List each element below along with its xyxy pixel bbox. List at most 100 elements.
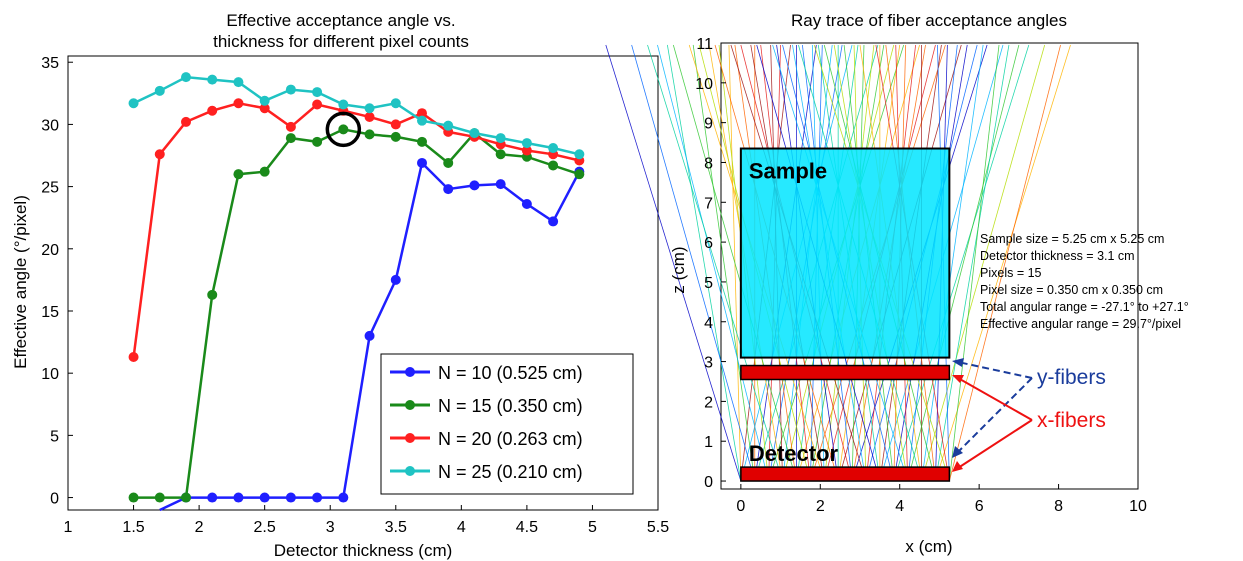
info-line: Effective angular range = 29.7°/pixel: [980, 317, 1181, 331]
y-fibers-arrow-top: [957, 361, 1033, 379]
data-point: [181, 116, 191, 127]
data-point: [338, 492, 349, 503]
legend-item: N = 15 (0.350 cm): [390, 396, 583, 416]
legend-swatch-marker: [405, 433, 415, 443]
data-point: [364, 111, 375, 122]
data-point: [259, 166, 270, 177]
data-point: [443, 184, 454, 195]
data-point: [417, 136, 427, 147]
x-tick-label: 3: [326, 519, 335, 536]
y-tick-label: 15: [41, 304, 59, 321]
info-line: Sample size = 5.25 cm x 5.25 cm: [980, 232, 1164, 246]
left-chart-title: Effective acceptance angle vs.: [226, 11, 455, 30]
data-point: [417, 108, 427, 119]
left-y-ticks: 0 5 10 15 20 25 30 35: [41, 55, 73, 508]
x-tick-label: 4: [457, 519, 466, 536]
data-point: [207, 492, 218, 503]
x-tick-label: 5.5: [647, 519, 669, 536]
left-chart: Effective acceptance angle vs. thickness…: [11, 11, 669, 560]
legend-item: N = 25 (0.210 cm): [390, 462, 583, 482]
data-point: [233, 98, 244, 109]
data-point: [495, 179, 506, 190]
data-point: [521, 199, 532, 210]
y-fiber-layer: [740, 364, 951, 381]
data-point: [154, 492, 165, 503]
data-point: [128, 352, 139, 363]
y-tick-label: 30: [41, 117, 59, 134]
sample-label: Sample: [749, 159, 827, 184]
legend-label: N = 25 (0.210 cm): [438, 462, 583, 482]
data-point: [259, 103, 270, 114]
data-point: [181, 72, 191, 83]
y-tick-label: 25: [41, 180, 59, 197]
data-point: [521, 138, 532, 149]
legend-label: N = 10 (0.525 cm): [438, 363, 583, 383]
data-point: [574, 169, 585, 180]
data-point: [390, 98, 401, 109]
y-tick-label: 10: [41, 366, 59, 383]
y-tick-label: 7: [704, 195, 713, 212]
data-point: [233, 77, 244, 88]
data-point: [181, 492, 191, 503]
right-chart: Ray trace of fiber acceptance angles 0 2 4…: [605, 11, 1189, 556]
data-point: [233, 169, 244, 180]
ray-line: [948, 44, 1000, 482]
legend-swatch-marker: [405, 367, 415, 377]
y-fibers-arrow-bottom: [957, 377, 1033, 453]
data-point: [128, 98, 139, 109]
y-tick-label: 6: [704, 235, 713, 252]
data-point: [312, 99, 323, 110]
data-point: [469, 180, 480, 191]
data-point: [285, 84, 296, 95]
y-tick-label: 5: [50, 428, 59, 445]
right-y-ticks: 0 1 2 3 4 5 6 7 8 9 10 11: [695, 36, 726, 491]
y-tick-label: 35: [41, 55, 59, 72]
y-tick-label: 10: [695, 76, 713, 93]
y-fibers-arrow-top-head: [952, 358, 964, 367]
sample-box: [739, 147, 951, 359]
highlight-circle: [325, 111, 362, 148]
y-tick-label: 0: [704, 474, 713, 491]
y-tick-label: 9: [704, 116, 713, 133]
x-tick-label: 6: [975, 498, 984, 515]
ray-line: [631, 44, 756, 482]
left-x-ticks: 1 1.5 2 2.5 3 3.5 4 4.5 5 5.5: [64, 505, 669, 536]
data-point: [364, 103, 375, 114]
y-fibers-arrow-bottom-head: [952, 446, 963, 458]
data-point: [548, 143, 559, 154]
ray-line: [907, 44, 1020, 482]
data-point: [285, 121, 296, 132]
data-point: [390, 131, 401, 142]
data-point: [364, 330, 375, 341]
data-point: [469, 128, 480, 139]
x-fibers-arrow-bottom: [957, 419, 1033, 469]
data-point: [312, 87, 323, 98]
ray-line: [692, 44, 756, 482]
legend-swatch-marker: [405, 466, 415, 476]
left-series: [128, 72, 585, 512]
ray-line: [921, 44, 984, 482]
data-point: [285, 133, 296, 144]
left-chart-subtitle: thickness for different pixel counts: [213, 32, 469, 51]
legend-item: N = 10 (0.525 cm): [390, 363, 583, 383]
data-point: [128, 492, 139, 503]
data-point: [417, 157, 427, 168]
data-point: [364, 129, 375, 140]
data-point: [443, 120, 454, 131]
ray-line: [948, 44, 1061, 482]
data-point: [417, 115, 427, 126]
x-tick-label: 1.5: [122, 519, 144, 536]
data-point: [338, 99, 349, 110]
data-point: [285, 492, 296, 503]
y-tick-label: 0: [50, 491, 59, 508]
legend-item: N = 20 (0.263 cm): [390, 429, 583, 449]
data-point: [521, 145, 532, 156]
right-x-ticks: 0 2 4 6 8 10: [736, 484, 1147, 515]
data-point: [390, 119, 401, 130]
data-point: [259, 95, 270, 106]
series-4: [128, 72, 585, 160]
x-tick-label: 3.5: [385, 519, 407, 536]
x-tick-label: 1: [64, 519, 73, 536]
x-fibers-arrow-bottom-head: [952, 461, 963, 472]
legend-swatch-marker: [405, 400, 415, 410]
